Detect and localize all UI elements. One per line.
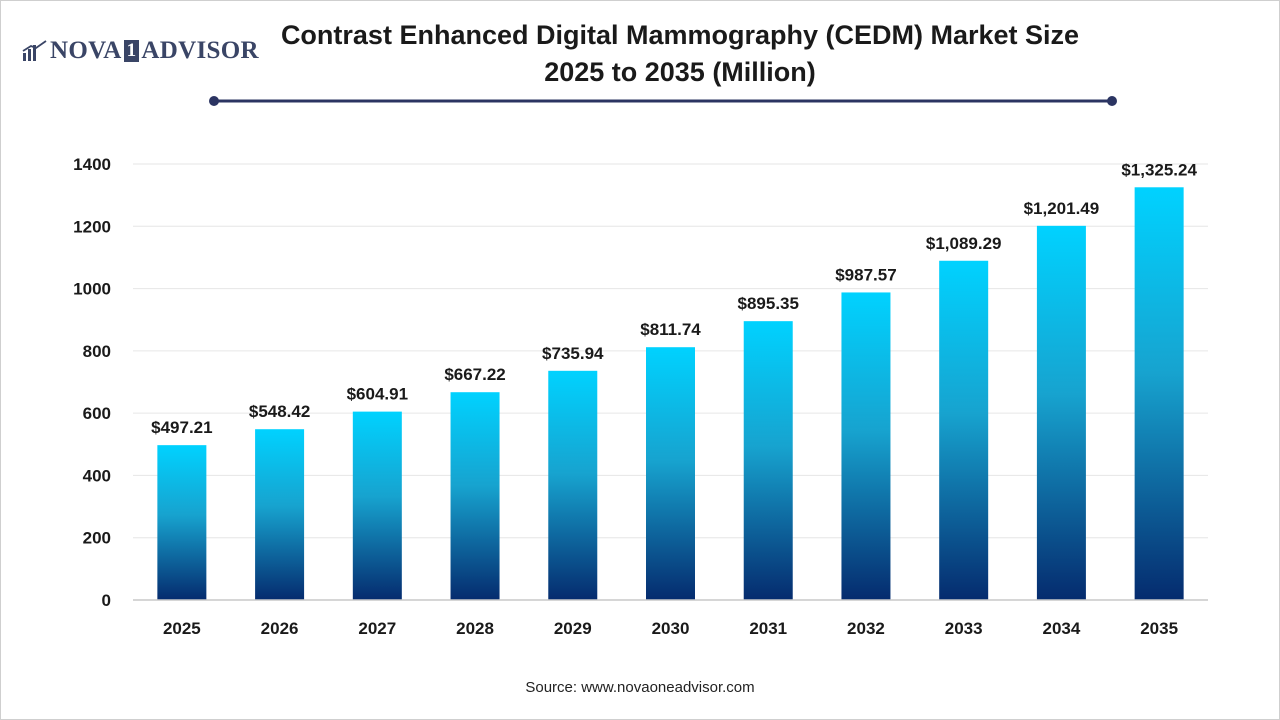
chart-title-line-2: 2025 to 2035 (Million) (544, 57, 816, 87)
x-axis: 2025 2026 2027 2028 2029 2030 2031 2032 2033 2034… (133, 599, 1208, 638)
bars (157, 187, 1184, 600)
source-note: Source: www.novaoneadvisor.com (525, 679, 755, 696)
chart-title-line-1: Contrast Enhanced Digital Mammography (C… (280, 20, 1080, 50)
data-label: $1,089.29 (926, 234, 1002, 253)
y-tick-label: 1200 (73, 217, 111, 236)
data-label: $1,325.24 (1121, 160, 1197, 179)
data-label: $548.42 (249, 402, 310, 421)
data-label: $604.91 (347, 385, 408, 404)
value-labels: $497.21 $548.42 $604.91 $667.22 $735.94 $811.… (151, 160, 1197, 437)
brand-wordmark: NOVA 1 ADVISOR (50, 37, 259, 65)
x-tick-label: 2032 (847, 619, 885, 638)
x-tick-label: 2035 (1140, 619, 1178, 638)
y-tick-label: 1400 (73, 155, 111, 174)
bar-2029 (548, 370, 598, 600)
x-tick-label: 2031 (749, 619, 787, 638)
data-label: $735.94 (542, 344, 604, 363)
bar-2035 (1134, 187, 1184, 600)
bar-2028 (450, 392, 500, 600)
y-axis: 0 200 400 600 800 1000 1200 1400 (73, 155, 111, 610)
bar-chart-logo-icon (22, 40, 47, 61)
data-label: $1,201.49 (1024, 199, 1100, 218)
data-label: $497.21 (151, 418, 212, 437)
bar-2033 (939, 260, 989, 600)
x-tick-label: 2026 (261, 619, 299, 638)
bar-2025 (157, 445, 207, 600)
bar-2030 (646, 347, 695, 600)
data-label: $895.35 (738, 294, 799, 313)
bar-2026 (255, 429, 305, 600)
y-tick-label: 0 (102, 591, 111, 610)
bar-2031 (743, 321, 793, 600)
x-tick-label: 2029 (554, 619, 592, 638)
bar-2027 (352, 411, 402, 600)
y-tick-label: 1000 (73, 280, 111, 299)
brand-name-left: NOVA (50, 37, 122, 64)
brand-name-right: ADVISOR (141, 37, 259, 64)
brand-name-box: 1 (123, 40, 140, 62)
x-tick-label: 2030 (652, 619, 690, 638)
data-label: $667.22 (444, 365, 505, 384)
data-label: $811.74 (640, 320, 701, 339)
brand-logo: NOVA 1 ADVISOR (22, 36, 259, 66)
y-tick-label: 400 (83, 466, 111, 485)
y-tick-label: 600 (83, 404, 111, 423)
bar-2034 (1036, 225, 1086, 600)
y-tick-label: 200 (83, 529, 111, 548)
bar-2032 (841, 292, 891, 600)
title-divider (209, 96, 1117, 106)
x-tick-label: 2033 (945, 619, 983, 638)
x-tick-label: 2028 (456, 619, 494, 638)
x-tick-label: 2025 (163, 619, 201, 638)
x-tick-label: 2027 (358, 619, 396, 638)
y-tick-label: 800 (83, 342, 111, 361)
data-label: $987.57 (835, 265, 896, 284)
x-tick-label: 2034 (1042, 619, 1080, 638)
